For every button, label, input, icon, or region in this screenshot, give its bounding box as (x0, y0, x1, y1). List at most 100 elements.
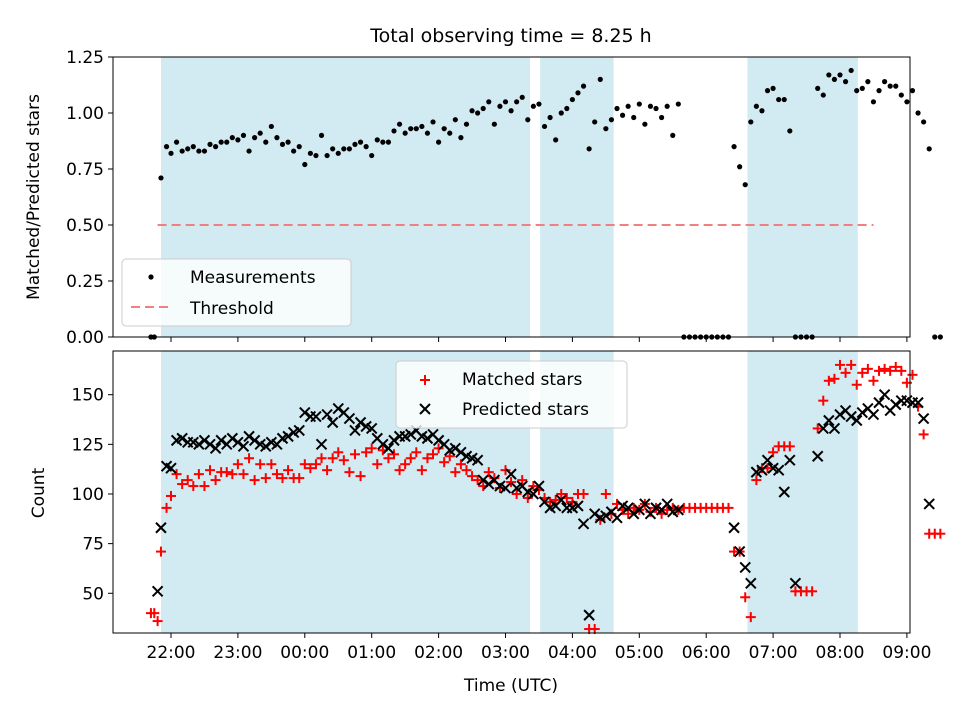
matched-star-point (578, 488, 589, 499)
measurement-point (564, 105, 570, 112)
figure-title: Total observing time = 8.25 h (369, 25, 651, 47)
measurement-point (330, 146, 336, 152)
measurement-point (363, 144, 369, 150)
shaded-interval (747, 57, 858, 337)
measurement-point (185, 146, 191, 152)
bottom-panel-y-axis: 50 75 100 125 150 (72, 386, 113, 604)
measurement-point (413, 126, 419, 132)
predicted-star-point (176, 432, 188, 445)
x-tick-label: 06:00 (682, 643, 731, 663)
x-tick-label: 00:00 (280, 643, 329, 663)
matched-star-point (305, 463, 316, 474)
matched-star-point (205, 465, 216, 476)
predicted-star-point (226, 432, 239, 445)
matched-star-point (372, 459, 383, 470)
measurement-point (452, 117, 458, 123)
matched-star-point (255, 459, 266, 470)
matched-star-point (907, 369, 918, 380)
predicted-star-point (745, 577, 757, 590)
matched-star-point (333, 447, 344, 458)
predicted-star-point (811, 450, 824, 462)
measurement-point (742, 182, 748, 188)
y-tick-label: 0.00 (66, 328, 104, 348)
measurement-point (285, 139, 291, 145)
predicted-star-point (310, 410, 322, 423)
matched-star-point (444, 451, 455, 462)
matched-star-point (171, 469, 182, 480)
matched-star-point (740, 592, 751, 603)
matched-star-point (422, 453, 433, 464)
matched-star-point (271, 469, 282, 480)
predicted-star-point (477, 474, 489, 486)
predicted-star-point (851, 414, 863, 427)
measurement-point (770, 85, 776, 91)
matched-star-point (361, 447, 372, 458)
matched-star-point (244, 453, 255, 464)
predicted-star-point (354, 416, 367, 429)
measurement-point (519, 94, 525, 100)
measurement-point (396, 121, 403, 127)
measurement-point (514, 99, 520, 105)
measurement-point (882, 79, 888, 85)
matched-star-point (823, 375, 834, 386)
predicted-star-point (867, 408, 880, 421)
matched-star-point (846, 359, 857, 370)
matched-star-point (874, 365, 885, 376)
predicted-star-point (382, 442, 395, 455)
y-tick-label: 1.00 (66, 104, 104, 124)
y-tick-label: 150 (72, 386, 104, 406)
measurement-point (201, 148, 208, 154)
measurement-point (653, 105, 659, 112)
matched-star-point (567, 496, 578, 507)
matched-star-point (812, 423, 823, 434)
predicted-star-point (388, 434, 400, 447)
matched-star-point (528, 481, 539, 492)
predicted-star-point (527, 488, 540, 500)
measurement-point (302, 161, 308, 168)
measurement-point (475, 110, 481, 116)
measurement-point (921, 119, 927, 125)
predicted-star-point (349, 424, 361, 437)
matched-star-point (249, 475, 260, 486)
matched-star-point (879, 363, 890, 374)
predicted-star-point (845, 410, 857, 423)
measurement-point (274, 135, 280, 141)
measurement-point (173, 139, 180, 145)
y-tick-label: 1.25 (66, 48, 104, 68)
predicted-star-point (455, 446, 467, 458)
measurement-point (318, 132, 325, 138)
predicted-star-point (505, 468, 517, 480)
matched-star-point (857, 367, 868, 378)
predicted-star-point (204, 438, 216, 451)
matched-star-point (232, 459, 243, 470)
matched-star-point (751, 475, 762, 486)
matched-star-point (238, 469, 249, 480)
measurement-point (307, 150, 313, 156)
measurement-point (575, 90, 581, 96)
measurement-point (346, 146, 352, 152)
measurement-point (831, 76, 838, 82)
predicted-star-point (628, 508, 640, 520)
predicted-star-point (878, 388, 891, 401)
measurement-point (787, 128, 793, 134)
top-panel-y-label: Matched/Predicted stars (24, 94, 44, 300)
measurement-point (436, 139, 442, 145)
legend-predicted-label: Predicted stars (462, 400, 589, 420)
matched-star-point (316, 453, 327, 464)
measurement-point (865, 79, 871, 85)
measurement-point (659, 114, 665, 121)
measurement-point (402, 130, 408, 136)
measurement-point (263, 139, 269, 145)
bottom-panel-frame (112, 350, 911, 634)
predicted-star-point (260, 440, 272, 453)
measurement-point (753, 103, 759, 109)
measurement-point (497, 103, 503, 109)
measurement-point (764, 88, 771, 94)
predicted-star-point (151, 585, 164, 598)
matched-star-point (161, 502, 172, 513)
predicted-star-point (739, 561, 751, 574)
predicted-star-point (471, 454, 484, 466)
predicted-star-point (248, 434, 261, 447)
matched-star-point (868, 375, 879, 386)
predicted-star-point (293, 424, 305, 437)
